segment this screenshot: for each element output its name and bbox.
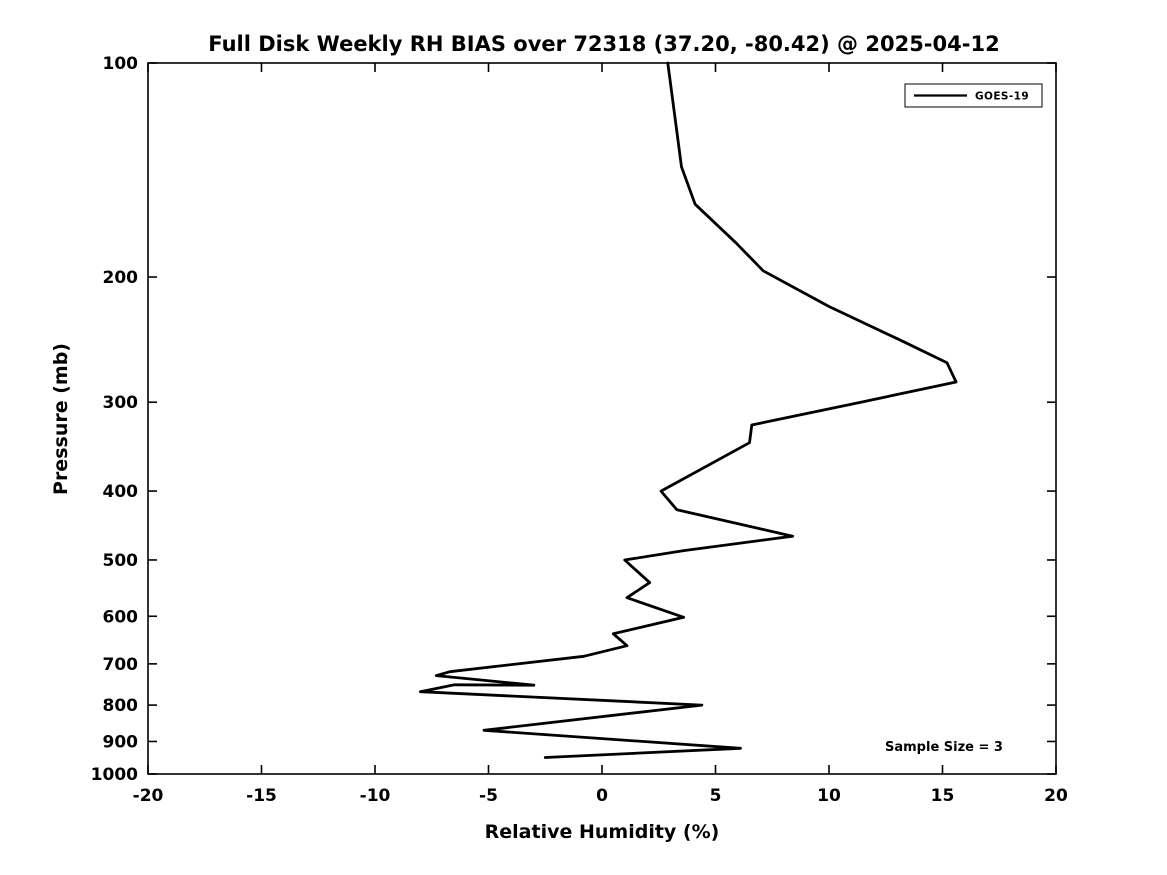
y-tick-label: 600 xyxy=(103,607,139,627)
x-tick-label: -15 xyxy=(246,786,277,806)
x-tick-label: 20 xyxy=(1044,786,1068,806)
series-line-goes-19 xyxy=(418,61,958,759)
legend-label: GOES-19 xyxy=(975,91,1029,103)
y-tick-label: 1000 xyxy=(91,765,138,785)
y-tick-label: 800 xyxy=(103,696,139,716)
y-tick-label: 100 xyxy=(103,54,139,74)
y-axis-label: Pressure (mb) xyxy=(50,343,72,495)
plot-area: -20 -15 -10 -5 0 5 10 15 20 100 200 300 400 500 600 700… xyxy=(91,54,1068,806)
y-tick-label: 500 xyxy=(103,551,139,571)
sample-size-annotation: Sample Size = 3 xyxy=(885,740,1003,755)
y-tick-label: 400 xyxy=(103,482,139,502)
x-tick-label: -10 xyxy=(360,786,391,806)
x-tick-label: 0 xyxy=(596,786,608,806)
y-tick-label: 700 xyxy=(103,655,139,675)
legend: GOES-19 xyxy=(904,83,1043,108)
legend-box xyxy=(904,83,1043,108)
x-axis-label: Relative Humidity (%) xyxy=(485,821,720,843)
x-tick-label: 10 xyxy=(817,786,841,806)
x-tick-label: -5 xyxy=(479,786,498,806)
x-tick-label: 5 xyxy=(710,786,722,806)
y-tick-label: 200 xyxy=(103,268,139,288)
y-tick-label: 300 xyxy=(103,393,139,413)
x-tick-label: 15 xyxy=(931,786,955,806)
y-tick-label: 900 xyxy=(103,732,139,752)
axes-box xyxy=(147,62,1057,775)
x-tick-label: -20 xyxy=(133,786,164,806)
chart-title: Full Disk Weekly RH BIAS over 72318 (37.… xyxy=(208,32,999,56)
